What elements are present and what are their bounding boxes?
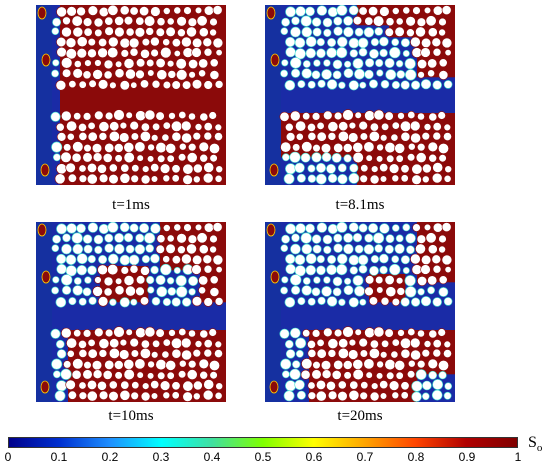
colorbar-tick: 0.9 (458, 450, 476, 464)
panel-t10ms (36, 222, 226, 402)
caption-t8-1ms: t=8.1ms (335, 197, 385, 213)
panel-t8-1ms (265, 5, 455, 185)
colorbar-tick: 0.8 (407, 450, 425, 464)
colorbar-tick: 0.1 (50, 450, 68, 464)
colorbar-label-sub: o (536, 442, 543, 455)
colorbar-tick: 0.4 (203, 450, 221, 464)
colorbar-label: So (528, 434, 542, 454)
colorbar-tick: 0.7 (356, 450, 374, 464)
saturation-field-t1ms (36, 5, 226, 185)
colorbar (8, 437, 518, 448)
colorbar-tick: 0.2 (101, 450, 119, 464)
caption-t20ms: t=20ms (337, 408, 383, 424)
caption-t10ms: t=10ms (108, 408, 154, 424)
colorbar-label-main: S (528, 434, 537, 451)
caption-t1ms: t=1ms (112, 197, 150, 213)
colorbar-tick: 0 (4, 450, 12, 464)
colorbar-tick: 0.6 (305, 450, 323, 464)
colorbar-tick: 0.5 (254, 450, 272, 464)
colorbar-tick: 1 (514, 450, 522, 464)
panel-t20ms (265, 222, 455, 402)
saturation-field-t8-1ms (265, 5, 455, 185)
saturation-field-t10ms (36, 222, 226, 402)
saturation-field-t20ms (265, 222, 455, 402)
panel-t1ms (36, 5, 226, 185)
colorbar-tick: 0.3 (152, 450, 170, 464)
